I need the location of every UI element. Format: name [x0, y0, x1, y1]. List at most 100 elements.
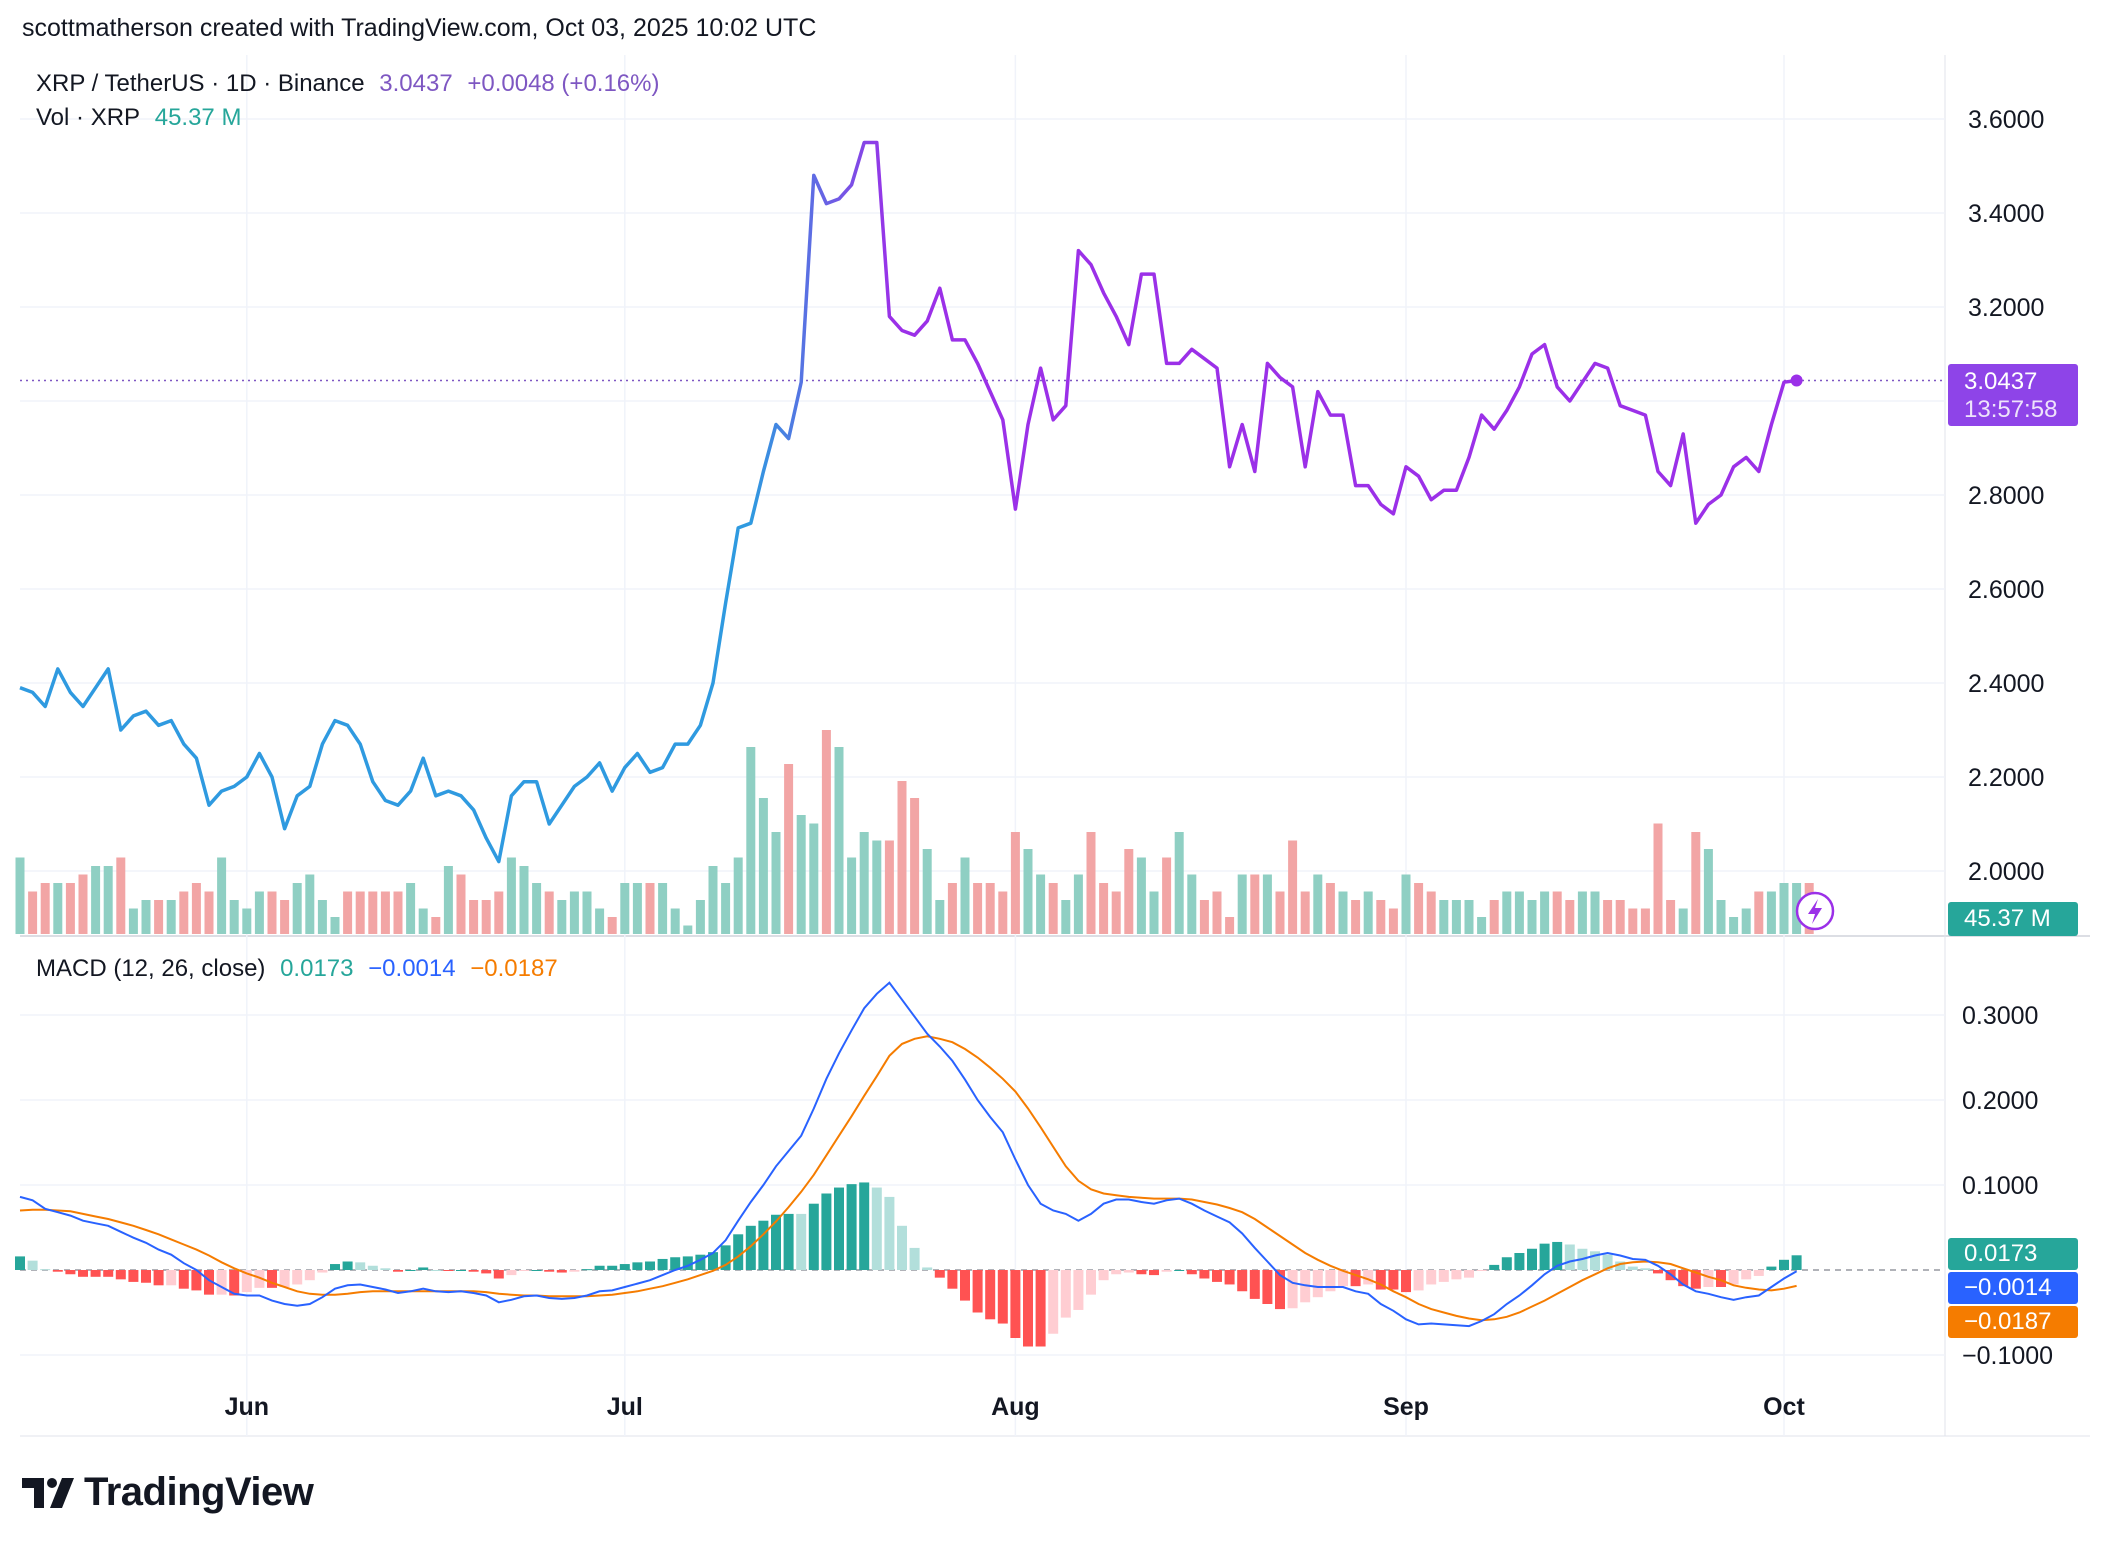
volume-bar: [40, 883, 50, 934]
volume-bar: [708, 866, 718, 934]
price-tick-label: 2.8000: [1968, 482, 2044, 510]
macd-line: [19, 981, 1798, 1328]
macd-histogram-bar: [682, 1256, 693, 1270]
volume-bar: [343, 891, 353, 934]
time-tick-label: Jun: [225, 1393, 269, 1421]
macd-histogram-bar: [1527, 1248, 1537, 1270]
volume-bar: [1010, 832, 1020, 934]
volume-bar: [431, 917, 441, 934]
volume-bar: [1640, 908, 1650, 934]
volume-bar: [847, 857, 857, 934]
volume-bar: [1124, 849, 1134, 934]
macd-histogram-bar: [1111, 1270, 1122, 1275]
tradingview-logo[interactable]: TradingView: [22, 1470, 314, 1515]
countdown-value: 13:57:58: [1964, 396, 2058, 423]
volume-bar: [1174, 832, 1184, 934]
volume-bar: [1401, 874, 1411, 934]
time-tick-label: Jul: [607, 1393, 643, 1421]
macd-histogram-bar: [1287, 1270, 1298, 1309]
macd-histogram-bar: [972, 1270, 983, 1313]
price-badge: 3.0437 13:57:58: [1948, 364, 2078, 426]
macd-histogram-bar: [493, 1270, 504, 1279]
macd-histogram: [15, 1182, 1802, 1347]
volume-bar: [821, 730, 831, 934]
macd-histogram-bar: [695, 1254, 706, 1270]
volume-bar: [595, 908, 605, 934]
volume-bar: [1703, 849, 1713, 934]
volume-bar: [1451, 900, 1461, 934]
macd-histogram-bar: [1275, 1270, 1285, 1310]
volume-bar: [569, 891, 579, 934]
lightning-icon: [1808, 899, 1822, 924]
volume-bar: [1363, 891, 1373, 934]
macd-histogram-bar: [1753, 1270, 1764, 1276]
macd-histogram-bar: [1615, 1261, 1626, 1270]
volume-bar: [1439, 900, 1449, 934]
macd-histogram-bar: [1224, 1270, 1235, 1285]
volume-bar: [1414, 883, 1424, 934]
volume-bar: [1540, 891, 1550, 934]
volume-bar: [1162, 857, 1172, 934]
macd-histogram-bar: [1564, 1244, 1575, 1270]
volume-bar: [128, 908, 138, 934]
macd-histogram-bar: [1678, 1270, 1689, 1287]
volume-bar: [1288, 840, 1298, 934]
macd-histogram-bar: [720, 1245, 731, 1270]
macd-histogram-bar: [153, 1270, 164, 1286]
macd-histogram-bar: [846, 1184, 857, 1270]
macd-histogram-bar: [1703, 1270, 1714, 1287]
volume-bar: [242, 908, 252, 934]
price-line: [19, 140, 1835, 931]
macd-histogram-bar: [1262, 1270, 1273, 1304]
volume-bar: [1766, 891, 1776, 934]
macd-histogram-bar: [657, 1258, 668, 1270]
macd-histogram-bar: [1363, 1270, 1374, 1285]
macd-histogram-bar: [1312, 1270, 1323, 1298]
volume-bar: [368, 891, 378, 934]
macd-histogram-bar: [380, 1268, 391, 1270]
volume-label[interactable]: Vol · XRP: [36, 104, 141, 131]
volume-bars: [15, 730, 1814, 934]
volume-bar: [1187, 874, 1197, 934]
macd-histogram-bar: [985, 1270, 996, 1320]
volume-bar: [721, 883, 731, 934]
macd-histogram-bar: [1161, 1270, 1172, 1272]
time-tick-label: Aug: [991, 1393, 1040, 1421]
volume-bar: [1666, 900, 1676, 934]
volume-bar: [1086, 832, 1096, 934]
volume-bar: [1464, 900, 1474, 934]
volume-bar: [1691, 832, 1701, 934]
tradingview-logo-icon: [22, 1477, 74, 1508]
price-tick-label: 2.4000: [1968, 670, 2044, 698]
volume-bar: [1036, 874, 1046, 934]
volume-bar: [494, 891, 504, 934]
macd-histogram-bar: [456, 1270, 466, 1271]
macd-histogram-bar: [783, 1213, 794, 1270]
macd-histogram-bar: [997, 1270, 1008, 1324]
volume-bar: [784, 764, 794, 934]
macd-histogram-bar: [670, 1257, 681, 1270]
volume-bar: [1338, 891, 1348, 934]
macd-histogram-bar: [405, 1270, 416, 1271]
macd-hist-badge: 0.0173: [1948, 1238, 2078, 1270]
volume-bar: [1489, 900, 1499, 934]
volume-bar: [78, 874, 88, 934]
price-tick-label: 3.6000: [1968, 106, 2044, 134]
volume-bar: [1061, 900, 1071, 934]
volume-bar: [1603, 900, 1613, 934]
volume-bar: [393, 891, 403, 934]
macd-histogram-bar: [1098, 1270, 1109, 1281]
volume-bar: [1300, 891, 1310, 934]
macd-histogram-bar: [960, 1270, 970, 1301]
macd-histogram-bar: [1514, 1253, 1525, 1270]
volume-bar: [796, 815, 806, 934]
macd-label[interactable]: MACD (12, 26, close): [36, 955, 266, 982]
volume-bar: [809, 823, 819, 934]
macd-histogram-bar: [141, 1270, 151, 1283]
macd-histogram-bar: [40, 1269, 51, 1271]
macd-histogram-bar: [27, 1260, 38, 1270]
symbol-title[interactable]: XRP / TetherUS · 1D · Binance: [36, 70, 365, 97]
volume-bar: [28, 891, 38, 934]
macd-histogram-bar: [254, 1270, 265, 1288]
